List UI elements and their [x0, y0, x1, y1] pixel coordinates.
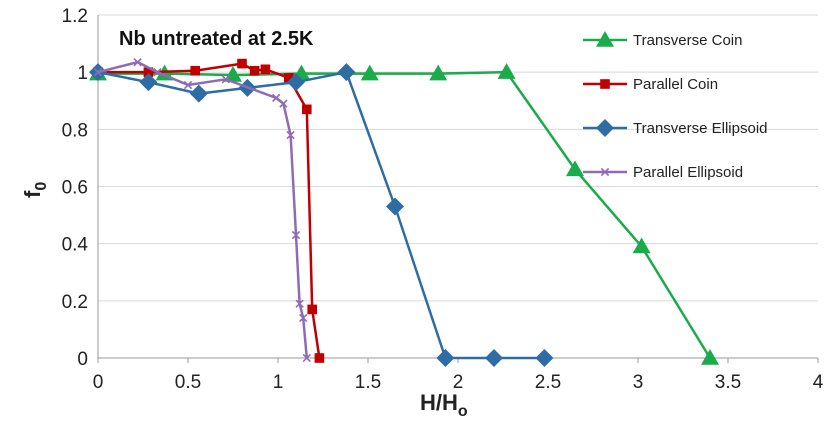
legend-label: Parallel Ellipsoid: [633, 164, 743, 181]
series-transverse-ellipsoid: [89, 63, 554, 367]
data-point-diamond: [189, 84, 208, 103]
legend-item: Transverse Ellipsoid: [583, 119, 768, 137]
x-tick-label: 3: [633, 372, 644, 393]
x-tick-label: 4: [813, 372, 824, 393]
x-tick-label: 0.5: [175, 372, 201, 393]
series-layer: [89, 57, 719, 367]
data-point-x: [291, 230, 301, 240]
data-point-triangle: [224, 66, 242, 82]
data-point-square: [302, 104, 312, 115]
y-axis-title-main: f: [20, 190, 45, 198]
data-point-x: [295, 299, 304, 308]
series-parallel-coin: [93, 58, 325, 363]
y-axis-title-subscript: 0: [33, 182, 50, 191]
series-line: [98, 70, 712, 359]
x-axis-title-main: H/H: [420, 390, 458, 415]
data-point-triangle: [360, 64, 379, 81]
x-tick-label: 1.5: [355, 372, 381, 393]
y-tick-labels: 0 0.2 0.4 0.6 0.8 1 1.2: [62, 6, 89, 370]
data-point-triangle: [596, 31, 614, 47]
series-line: [97, 70, 545, 360]
legend: Transverse Coin Parallel Coin Transverse E…: [583, 31, 768, 181]
y-tick-label: 0.4: [62, 235, 89, 256]
data-point-square: [237, 58, 247, 69]
data-point-square: [600, 79, 610, 89]
data-point-triangle: [632, 237, 651, 254]
data-point-diamond: [337, 63, 356, 82]
data-point-x: [302, 353, 311, 363]
data-point-x: [272, 93, 281, 103]
legend-item: Parallel Coin: [583, 76, 718, 93]
legend-item: Transverse Coin: [583, 31, 742, 49]
x-tick-label: 1: [273, 372, 284, 393]
data-point-diamond: [287, 73, 305, 92]
data-point-x: [279, 99, 288, 108]
data-point-x: [286, 130, 295, 140]
data-point-x: [183, 80, 193, 90]
x-tick-label: 2: [453, 372, 464, 393]
y-tick-label: 1.2: [62, 6, 88, 27]
data-point-triangle: [429, 64, 448, 81]
data-point-x: [93, 68, 103, 77]
x-tick-labels: 0 0.5 1 1.5 2 2.5 3 3.5 4: [93, 358, 824, 393]
data-point-square: [249, 65, 260, 76]
data-point-x: [600, 167, 610, 177]
legend-item: Parallel Ellipsoid: [583, 164, 743, 181]
series-line: [97, 60, 309, 359]
y-tick-label: 1: [77, 63, 88, 84]
x-tick-label: 3.5: [715, 372, 741, 393]
data-point-x: [221, 75, 230, 84]
data-point-square: [307, 304, 317, 315]
x-axis-title-subscript: o: [458, 403, 468, 420]
data-point-x: [133, 57, 142, 67]
legend-label: Parallel Coin: [633, 76, 718, 93]
y-tick-label: 0.2: [62, 292, 88, 313]
legend-label: Transverse Ellipsoid: [633, 120, 768, 137]
data-point-diamond: [386, 197, 404, 216]
x-tick-label: 0: [93, 372, 104, 393]
series-line: [98, 62, 321, 359]
data-point-x: [299, 313, 308, 323]
x-axis-title: H/Ho: [420, 390, 468, 420]
data-point-triangle: [497, 63, 516, 79]
data-point-diamond: [436, 349, 455, 367]
data-point-diamond: [139, 73, 158, 92]
y-tick-label: 0.6: [62, 178, 88, 199]
data-point-triangle: [566, 160, 584, 177]
x-tick-label: 2.5: [535, 372, 561, 393]
data-point-diamond: [485, 349, 503, 367]
data-point-diamond: [596, 119, 614, 137]
data-point-diamond: [535, 349, 554, 367]
data-point-x: [153, 68, 162, 77]
chart-title: Nb untreated at 2.5K: [119, 28, 314, 50]
data-point-square: [190, 65, 200, 76]
y-tick-label: 0: [77, 349, 88, 370]
data-point-square: [143, 67, 154, 77]
series-parallel-ellipsoid: [93, 57, 311, 363]
y-axis-title: f0: [20, 182, 50, 198]
series-transverse-coin: [89, 63, 719, 365]
data-point-square: [260, 64, 271, 75]
data-point-square: [314, 353, 325, 363]
data-point-triangle: [701, 349, 719, 365]
legend-label: Transverse Coin: [633, 32, 742, 49]
grid-lines: [98, 14, 818, 302]
data-point-square: [284, 73, 294, 83]
y-tick-label: 0.8: [62, 120, 88, 141]
